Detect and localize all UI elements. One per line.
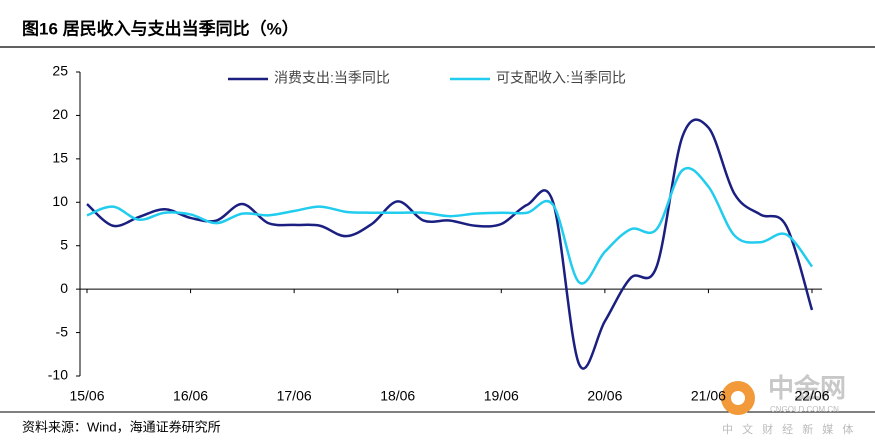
x-tick-label: 20/06 <box>587 388 622 404</box>
legend-label: 可支配收入:当季同比 <box>496 70 626 86</box>
series-line <box>86 118 814 370</box>
x-tick-label: 19/06 <box>484 388 519 404</box>
y-tick-label: 15 <box>52 150 68 166</box>
y-tick-label: -10 <box>48 367 68 383</box>
y-tick-label: 5 <box>60 236 68 252</box>
x-tick-label: 17/06 <box>277 388 312 404</box>
y-tick-label: 0 <box>60 280 68 296</box>
source: 资料来源：Wind，海通证券研究所 <box>22 419 221 434</box>
watermark-name: 中金网 <box>768 373 846 403</box>
watermark: 中金网 CNGOLD.COM.CN 中 文 财 经 新 媒 体 <box>721 373 856 436</box>
y-tick-label: 10 <box>52 193 68 209</box>
series-line <box>86 166 813 285</box>
x-tick-label: 21/06 <box>691 388 726 404</box>
y-tick-label: -5 <box>56 323 69 339</box>
x-tick-label: 18/06 <box>380 388 415 404</box>
chart-title: 图16 居民收入与支出当季同比（%） <box>22 18 299 38</box>
x-tick-label: 15/06 <box>69 388 104 404</box>
x-tick-label: 16/06 <box>173 388 208 404</box>
watermark-tagline: 中 文 财 经 新 媒 体 <box>722 422 856 436</box>
watermark-icon-hole <box>731 391 745 405</box>
y-tick-label: 25 <box>52 63 68 79</box>
watermark-url: CNGOLD.COM.CN <box>770 405 839 414</box>
y-tick-label: 20 <box>52 106 68 122</box>
legend-label: 消费支出:当季同比 <box>274 70 390 86</box>
x-tick-label: 22/06 <box>794 388 829 404</box>
